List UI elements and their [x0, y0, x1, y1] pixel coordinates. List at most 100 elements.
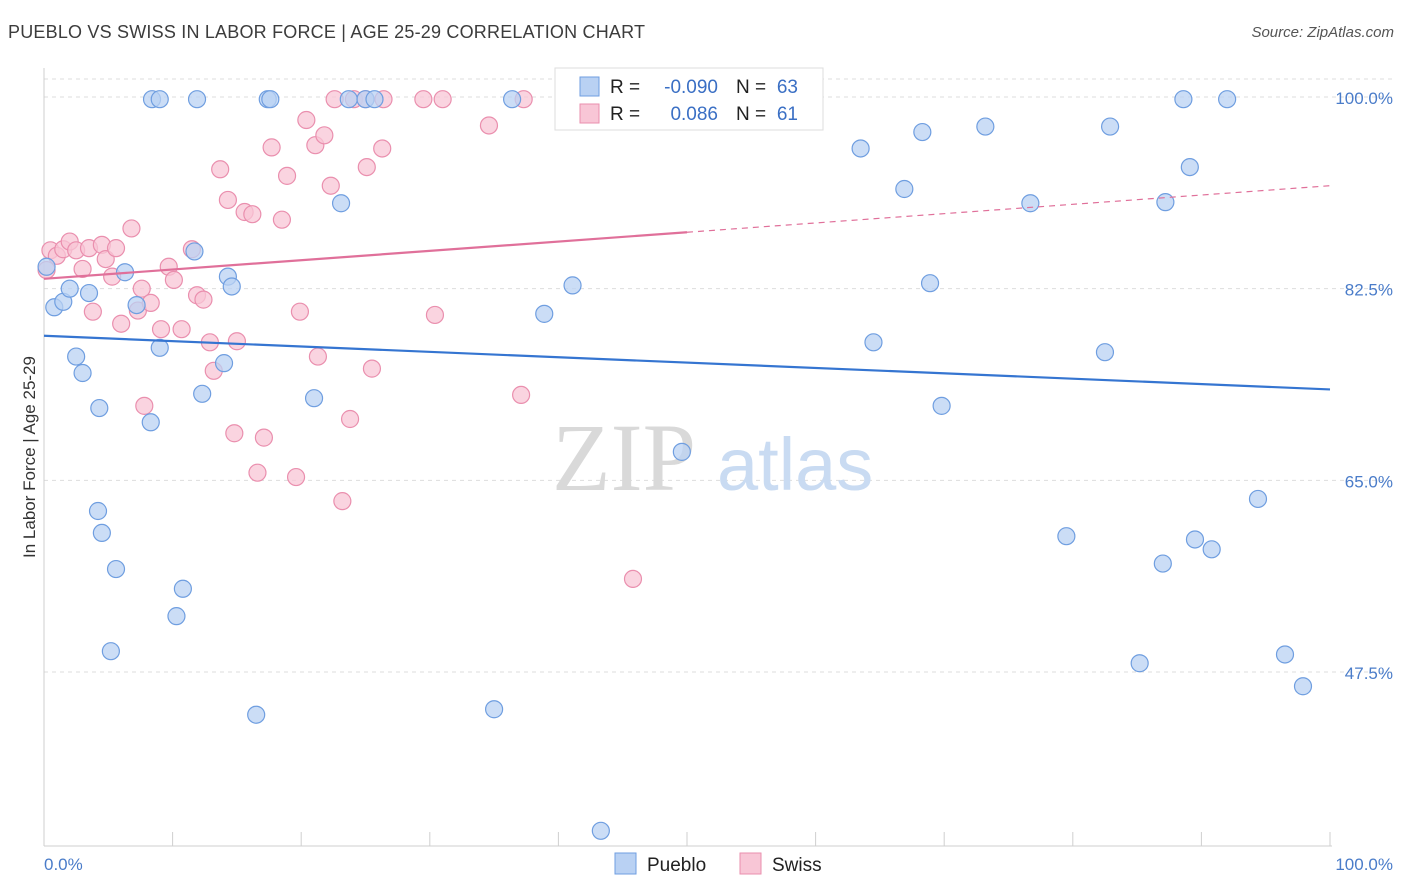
swiss-point: [112, 314, 131, 333]
x-ticks: [43, 832, 1331, 846]
trend-lines: [43, 185, 1331, 391]
swiss-point: [83, 302, 102, 321]
pueblo-point: [1057, 527, 1076, 546]
pueblo-point: [60, 279, 79, 298]
pueblo-point: [864, 333, 883, 352]
pueblo-point: [1100, 117, 1120, 136]
pueblo-point: [563, 276, 582, 295]
legend-pueblo-n-value: 63: [777, 77, 798, 98]
source-label: Source: ZipAtlas.com: [1251, 24, 1394, 41]
pueblo-point: [1021, 194, 1040, 213]
pueblo-point: [339, 90, 358, 109]
swiss-point: [132, 279, 151, 298]
swiss-point: [357, 157, 376, 177]
swiss-point: [425, 305, 445, 325]
swiss-point: [248, 463, 267, 482]
y-tick-label: 65.0%: [1345, 472, 1393, 491]
legend-swiss-swatch: [579, 103, 600, 124]
x-tick-label-max: 100.0%: [1335, 855, 1393, 874]
legend-pueblo-r-label: R =: [610, 77, 640, 98]
swiss-point: [262, 138, 281, 157]
pueblo-point: [485, 700, 504, 719]
legend-swiss-n-value: 61: [777, 104, 798, 125]
swiss-point: [211, 160, 230, 179]
pueblo-point: [932, 396, 951, 415]
pueblo-point: [1180, 157, 1199, 177]
swiss-point: [135, 396, 154, 415]
pueblo-point: [591, 821, 610, 840]
legend-pueblo-n-label: N =: [736, 77, 766, 98]
swiss-point: [227, 332, 246, 351]
swiss-points: [37, 90, 643, 589]
watermark-zip: ZIP: [552, 404, 696, 511]
swiss-point: [172, 320, 191, 339]
stats-legend: R = -0.090 N = 63 R = 0.086 N = 61: [554, 67, 824, 131]
bottom-legend: Pueblo Swiss: [614, 852, 822, 876]
pueblo-point: [73, 363, 92, 383]
legend-swiss-r-label: R =: [610, 104, 640, 125]
pueblo-point: [150, 90, 169, 109]
pueblo-point: [187, 90, 207, 109]
pueblo-point: [141, 413, 160, 432]
y-tick-label: 82.5%: [1345, 281, 1393, 300]
pueblo-trend-line: [43, 334, 1331, 391]
swiss-point: [218, 190, 237, 210]
swiss-point: [151, 320, 171, 339]
swiss-point: [225, 424, 244, 443]
swiss-point: [623, 569, 643, 589]
swiss-point: [321, 176, 340, 195]
pueblo-point: [92, 523, 111, 543]
swiss-point: [308, 347, 328, 366]
legend-swiss-r-value: 0.086: [670, 104, 718, 125]
watermark: ZIP atlas: [552, 404, 873, 511]
axes: [43, 68, 1332, 847]
swiss-point: [290, 302, 310, 321]
pueblo-point: [672, 442, 691, 461]
pueblo-point: [1095, 343, 1115, 362]
bottom-legend-pueblo-label: Pueblo: [647, 855, 706, 876]
pueblo-point: [106, 559, 126, 579]
swiss-point: [286, 467, 306, 487]
pueblo-point: [247, 705, 266, 724]
pueblo-point: [101, 642, 120, 661]
swiss-point: [315, 126, 334, 145]
swiss-point: [106, 239, 126, 258]
pueblo-point: [913, 122, 932, 142]
pueblo-point: [67, 347, 86, 366]
bottom-legend-swiss-swatch: [739, 852, 762, 875]
swiss-point: [254, 428, 274, 447]
chart-title: PUEBLO VS SWISS IN LABOR FORCE | AGE 25-…: [8, 22, 646, 42]
pueblo-point: [895, 179, 914, 199]
bottom-legend-pueblo-swatch: [614, 852, 637, 875]
legend-pueblo-swatch: [579, 76, 600, 97]
swiss-point: [340, 409, 360, 429]
pueblo-point: [173, 579, 192, 598]
swiss-point: [414, 90, 433, 109]
pueblo-point: [167, 607, 186, 626]
pueblo-point: [851, 139, 870, 158]
pueblo-point: [150, 338, 169, 357]
pueblo-point: [185, 242, 204, 261]
pueblo-point: [1156, 193, 1175, 212]
legend-swiss-n-label: N =: [736, 104, 766, 125]
swiss-point: [373, 139, 392, 158]
pueblo-point: [1275, 645, 1295, 664]
y-tick-labels: 100.0% 82.5% 65.0% 47.5%: [1335, 89, 1393, 683]
pueblo-point: [214, 354, 234, 373]
pueblo-point: [90, 398, 109, 418]
swiss-point: [433, 90, 452, 109]
pueblo-points: [37, 90, 1313, 840]
legend-pueblo-r-value: -0.090: [664, 77, 718, 98]
pueblo-point: [365, 90, 384, 109]
pueblo-point: [503, 90, 522, 109]
swiss-point: [243, 205, 262, 224]
swiss-point: [277, 166, 297, 185]
pueblo-point: [79, 283, 99, 303]
pueblo-point: [1202, 540, 1221, 559]
bottom-legend-swiss-label: Swiss: [772, 855, 822, 876]
y-tick-label: 47.5%: [1345, 664, 1393, 683]
legend-box: [554, 67, 824, 131]
pueblo-point: [1130, 654, 1149, 673]
y-tick-label: 100.0%: [1335, 89, 1393, 108]
